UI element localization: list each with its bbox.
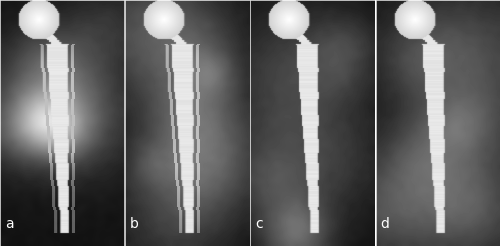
Text: b: b: [130, 217, 139, 231]
Text: a: a: [5, 217, 14, 231]
Text: c: c: [256, 217, 263, 231]
Text: d: d: [380, 217, 390, 231]
